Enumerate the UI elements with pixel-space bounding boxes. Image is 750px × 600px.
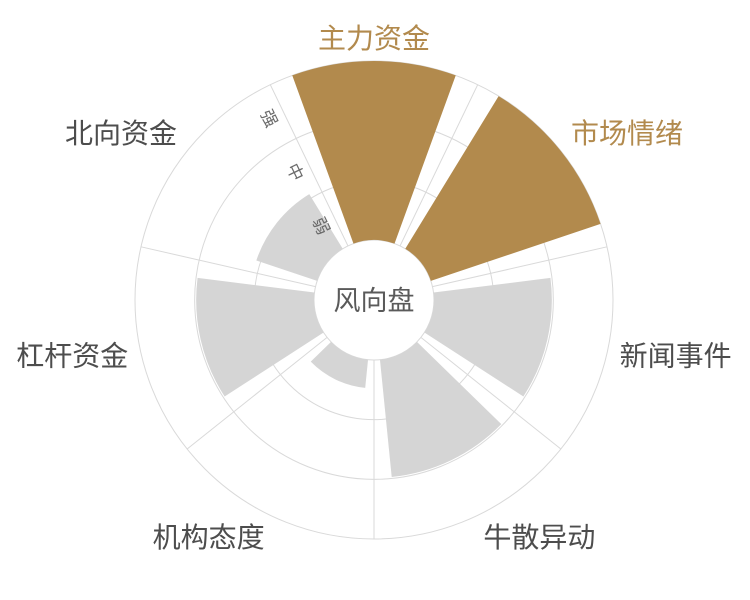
chart-sector-4[interactable]: [310, 341, 369, 388]
chart-sector-3[interactable]: [379, 341, 502, 477]
category-label-5: 杠杆资金: [16, 341, 128, 372]
grid-radial-line: [432, 246, 608, 288]
grid-radial-line: [399, 84, 479, 247]
grid-radial-line: [269, 84, 349, 247]
ring-level-label-0: 弱: [308, 214, 332, 238]
chart-sector-5[interactable]: [196, 277, 324, 397]
category-label-6: 北向资金: [65, 118, 177, 149]
ring-level-label-2: 强: [257, 107, 281, 131]
category-label-2: 新闻事件: [620, 341, 732, 372]
chart-sector-0[interactable]: [292, 61, 456, 244]
grid-radial-line: [186, 337, 328, 450]
category-label-0: 主力资金: [318, 23, 430, 54]
chart-sector-2[interactable]: [424, 277, 552, 397]
grid-radial-line: [140, 246, 316, 288]
chart-sector-1[interactable]: [405, 96, 601, 281]
grid-radial-line: [420, 337, 562, 450]
ring-level-label-1: 中: [282, 160, 306, 184]
category-label-3: 牛散异动: [483, 522, 595, 553]
chart-sector-6[interactable]: [256, 194, 343, 281]
center-label: 风向盘: [334, 286, 415, 316]
category-label-4: 机构态度: [153, 522, 265, 553]
category-label-1: 市场情绪: [571, 118, 683, 149]
